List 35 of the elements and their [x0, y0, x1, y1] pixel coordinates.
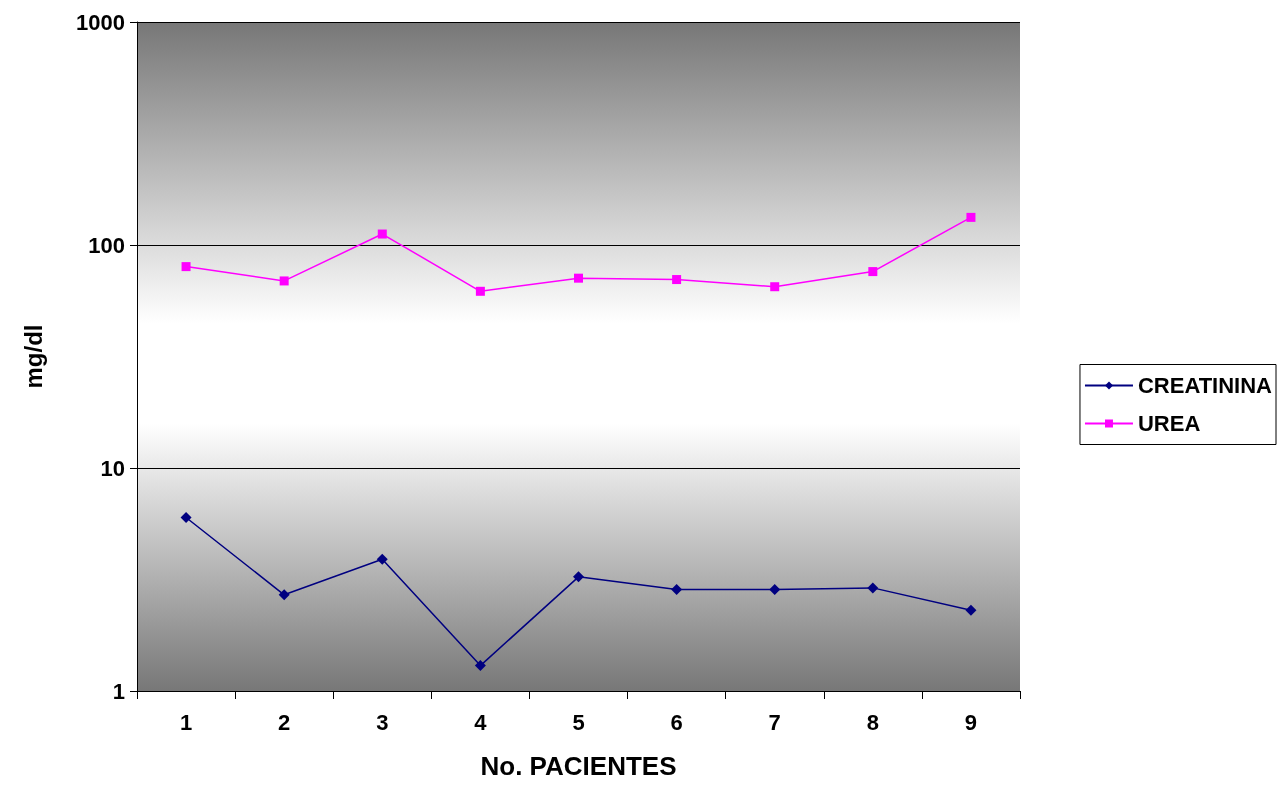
- point: [278, 589, 290, 601]
- point: [180, 511, 192, 523]
- point: [868, 267, 878, 277]
- x-tick-label: 9: [964, 709, 978, 735]
- x-tick-label: 8: [866, 709, 879, 735]
- point: [965, 604, 977, 616]
- x-tick-label: 3: [376, 709, 389, 735]
- point: [377, 229, 387, 239]
- point: [770, 282, 780, 292]
- x-axis-title: No. PACIENTES: [480, 751, 677, 781]
- point: [574, 273, 583, 283]
- x-tick-label: 1: [179, 709, 193, 735]
- x-tick-label: 5: [572, 709, 585, 735]
- point: [376, 553, 388, 565]
- point: [474, 660, 486, 672]
- legend-label: CREATININA: [1137, 373, 1273, 398]
- x-tick-label: 7: [768, 709, 781, 735]
- point: [181, 262, 191, 272]
- x-tick-label: 6: [670, 709, 683, 735]
- y-axis-title: mg/dl: [19, 324, 47, 389]
- y-tick-label: 1: [112, 678, 125, 704]
- point: [867, 582, 879, 594]
- x-tick-label: 2: [278, 709, 291, 735]
- point: [475, 286, 485, 296]
- point: [966, 212, 976, 222]
- point: [279, 276, 289, 286]
- point: [672, 275, 682, 285]
- y-tick-label: 100: [88, 232, 125, 258]
- legend-label: UREA: [1137, 411, 1201, 436]
- point: [671, 584, 683, 596]
- point: [769, 584, 781, 596]
- x-tick-label: 4: [474, 709, 488, 735]
- y-tick-label: 1000: [76, 9, 125, 35]
- y-tick-label: 10: [100, 455, 125, 481]
- point: [573, 571, 584, 583]
